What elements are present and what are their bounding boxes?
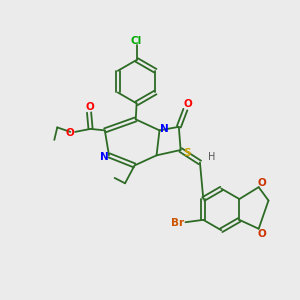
Text: S: S (183, 148, 191, 158)
Text: Br: Br (172, 218, 184, 228)
Text: O: O (66, 128, 75, 138)
Text: N: N (100, 152, 109, 162)
Text: O: O (85, 102, 94, 112)
Text: Cl: Cl (131, 36, 142, 46)
Text: O: O (257, 229, 266, 238)
Text: H: H (208, 152, 215, 161)
Text: O: O (257, 178, 266, 188)
Text: O: O (184, 99, 193, 109)
Text: N: N (160, 124, 169, 134)
